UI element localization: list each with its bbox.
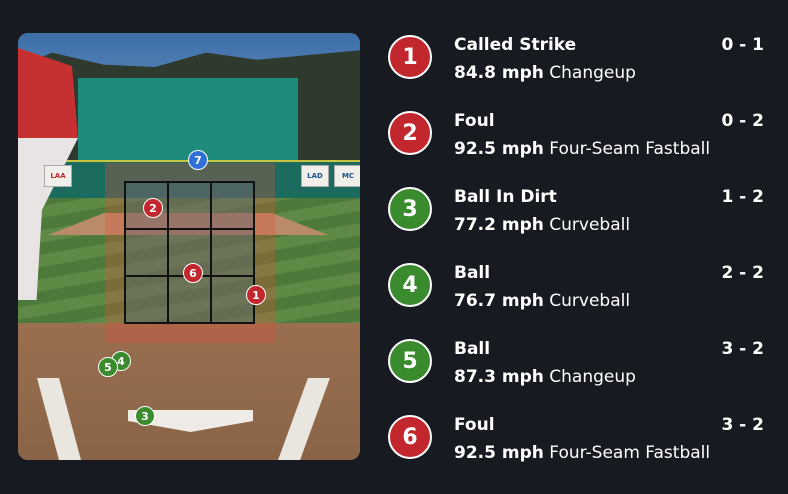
pitch-type: Changeup (549, 63, 636, 83)
pitch-marker[interactable]: 6 (183, 263, 203, 283)
pitch-row[interactable]: 1 Called Strike 0 - 1 84.8 mph Changeup (388, 35, 768, 95)
pitch-type: Four-Seam Fastball (549, 139, 711, 159)
pitch-count: 1 - 2 (721, 187, 764, 207)
pitch-marker[interactable]: 3 (135, 406, 155, 426)
pitch-row[interactable]: 5 Ball 3 - 2 87.3 mph Changeup (388, 339, 768, 399)
pitch-row[interactable]: 4 Ball 2 - 2 76.7 mph Curveball (388, 263, 768, 323)
pitch-speed: 76.7 mph (454, 291, 544, 311)
pitch-detail: 76.7 mph Curveball (454, 291, 630, 311)
pitch-result: Called Strike (454, 35, 577, 55)
pitch-detail: 92.5 mph Four-Seam Fastball (454, 139, 710, 159)
strike-zone-shadow (105, 163, 275, 343)
pitch-result: Foul (454, 111, 495, 131)
pitch-count: 3 - 2 (721, 415, 764, 435)
pitch-number-badge: 4 (388, 263, 432, 307)
pitch-type: Four-Seam Fastball (549, 443, 711, 463)
pitch-count: 0 - 1 (721, 35, 764, 55)
batters-eye-wall (78, 78, 298, 163)
pitch-type: Curveball (549, 215, 631, 235)
home-plate (128, 410, 253, 432)
pitch-marker[interactable]: 5 (98, 357, 118, 377)
pitch-number-badge: 3 (388, 187, 432, 231)
pitch-detail: 84.8 mph Changeup (454, 63, 636, 83)
pitchers-mound (48, 213, 328, 235)
pitch-result: Ball (454, 263, 491, 283)
pitch-marker[interactable]: 1 (246, 285, 266, 305)
pitch-number-badge: 6 (388, 415, 432, 459)
pitch-detail: 92.5 mph Four-Seam Fastball (454, 443, 710, 463)
logo-laa: LAA (44, 165, 72, 187)
pitch-number-badge: 5 (388, 339, 432, 383)
pitch-marker[interactable]: 2 (143, 198, 163, 218)
pitch-speed: 87.3 mph (454, 367, 544, 387)
pitch-row[interactable]: 3 Ball In Dirt 1 - 2 77.2 mph Curveball (388, 187, 768, 247)
pitch-speed: 92.5 mph (454, 139, 544, 159)
logo-mc: MC (334, 165, 360, 187)
pitch-result: Foul (454, 415, 495, 435)
pitch-number-badge: 2 (388, 111, 432, 155)
pitch-detail: 77.2 mph Curveball (454, 215, 630, 235)
pitch-number-badge: 1 (388, 35, 432, 79)
pitch-speed: 84.8 mph (454, 63, 544, 83)
pitch-count: 0 - 2 (721, 111, 764, 131)
pitch-row[interactable]: 2 Foul 0 - 2 92.5 mph Four-Seam Fastball (388, 111, 768, 171)
logo-lad: LAD (301, 165, 329, 187)
pitch-type: Curveball (549, 291, 631, 311)
pitch-marker[interactable]: 7 (188, 150, 208, 170)
pitch-detail: 87.3 mph Changeup (454, 367, 636, 387)
pitch-type: Changeup (549, 367, 636, 387)
pitch-count: 3 - 2 (721, 339, 764, 359)
pitch-speed: 92.5 mph (454, 443, 544, 463)
pitch-count: 2 - 2 (721, 263, 764, 283)
pitch-speed: 77.2 mph (454, 215, 544, 235)
pitch-row[interactable]: 6 Foul 3 - 2 92.5 mph Four-Seam Fastball (388, 415, 768, 475)
pitch-result: Ball (454, 339, 491, 359)
pitch-result: Ball In Dirt (454, 187, 557, 207)
